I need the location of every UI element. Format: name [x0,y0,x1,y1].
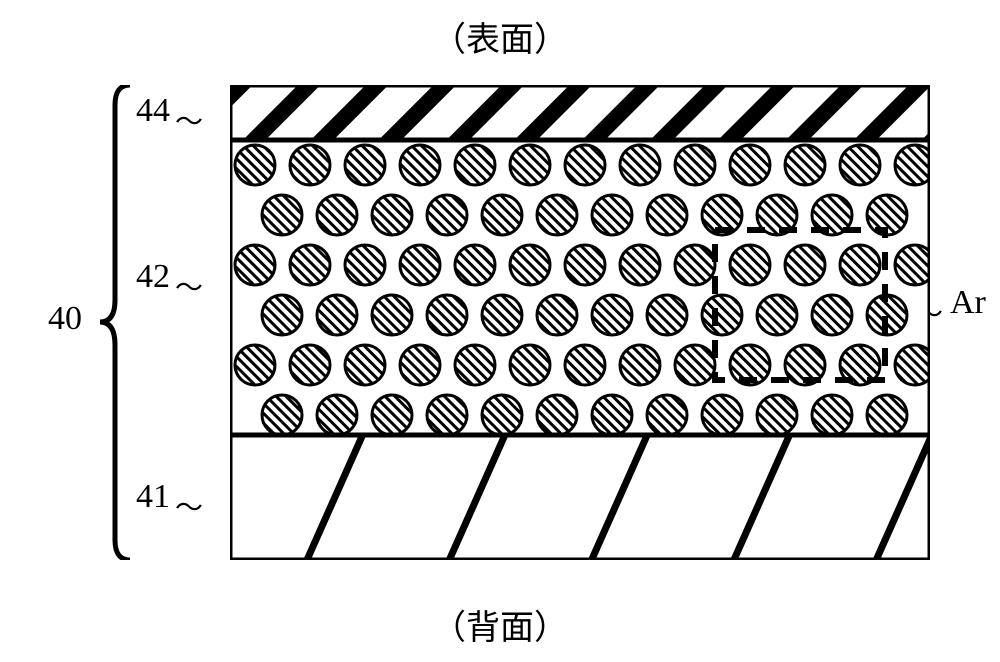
bottom-surface-label: （背面） [432,600,568,649]
tilde-icon: ～ [175,266,203,306]
tilde-icon: ～ [175,100,203,140]
layer-44 [230,85,930,140]
brace-icon [95,85,135,560]
layer-stack [230,85,930,560]
tilde-icon: ～ [175,486,203,526]
label-40: 40 [48,300,82,338]
diagram-root: （表面） （背面） 44 ～ 42 ～ 41 ～ 40 Ar ～ [0,0,1000,662]
top-surface-label: （表面） [432,12,568,61]
layer-41 [230,435,930,560]
label-ar: Ar [950,284,986,322]
layer-42 [230,140,930,435]
